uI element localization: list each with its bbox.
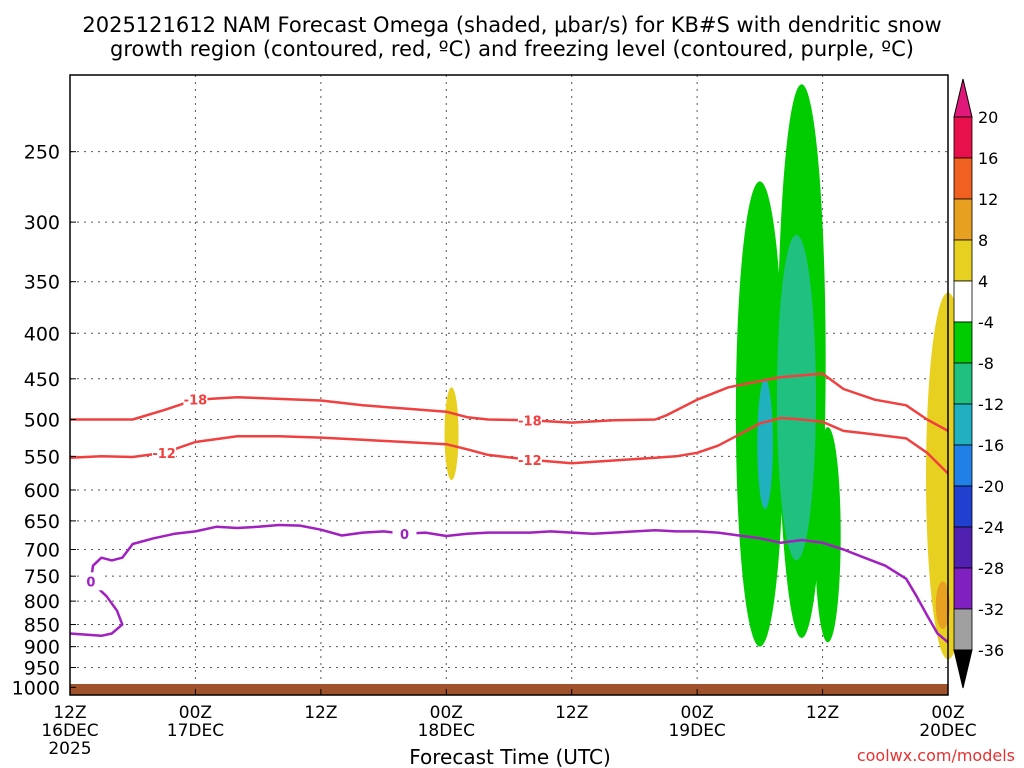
x-tick-label: 00Z <box>179 703 212 723</box>
y-tick-label: 700 <box>24 540 60 562</box>
omega-shade <box>935 581 950 630</box>
colorbar-label: -36 <box>978 641 1004 660</box>
omega-shade <box>444 387 459 481</box>
colorbar: 20 16 12 8 4 -4 -8 -12 -16 -20 -24 -28 -32 -36 <box>953 78 1004 689</box>
y-tick-label: 600 <box>24 480 60 502</box>
y-tick-label: 400 <box>24 323 60 345</box>
colorbar-label: -20 <box>978 477 1004 496</box>
y-tick-label: 650 <box>24 511 60 533</box>
y-tick-label: 500 <box>24 410 60 432</box>
omega-shade <box>757 378 773 509</box>
x-tick-label: 00Z <box>681 703 714 723</box>
y-tick-label: 450 <box>24 369 60 391</box>
colorbar-top-arrow <box>953 78 973 118</box>
contour-line <box>70 372 949 432</box>
x-tick-label: 00Z <box>931 703 964 723</box>
colorbar-label: 20 <box>978 108 998 127</box>
colorbar-label: 4 <box>978 272 988 291</box>
colorbar-segment <box>953 567 973 610</box>
colorbar-segment <box>953 444 973 487</box>
colorbar-label: -8 <box>978 354 994 373</box>
omega-shade <box>776 234 816 561</box>
x-tick-label: 2025 <box>48 739 91 759</box>
contour-line <box>69 416 949 475</box>
colorbar-segment <box>953 526 973 569</box>
y-tick-label: 750 <box>24 566 60 588</box>
x-tick-label: 00Z <box>430 703 463 723</box>
colorbar-segment <box>953 239 973 282</box>
colorbar-segment <box>953 362 973 405</box>
contour-line <box>69 523 949 644</box>
contour-label: -18 <box>184 394 208 409</box>
x-tick-label: 19DEC <box>668 721 725 741</box>
colorbar-segment <box>953 321 973 364</box>
colorbar-label: -28 <box>978 559 1004 578</box>
contour-label: 0 <box>400 528 409 543</box>
colorbar-label: -16 <box>978 436 1004 455</box>
y-axis: 2503003504004505005506006507007508008509… <box>12 142 76 699</box>
y-tick-label: 250 <box>24 142 60 164</box>
colorbar-label: -4 <box>978 313 994 332</box>
contour-label: -12 <box>152 447 176 462</box>
y-tick-label: 800 <box>24 591 60 613</box>
colorbar-segment <box>953 116 973 159</box>
x-tick-label: 12Z <box>53 703 86 723</box>
x-tick-label: 17DEC <box>167 721 224 741</box>
x-axis-label: Forecast Time (UTC) <box>409 745 611 768</box>
colorbar-segment <box>953 157 973 200</box>
x-tick-label: 12Z <box>555 703 588 723</box>
ground-surface <box>70 684 948 695</box>
colorbar-segment <box>953 403 973 446</box>
y-tick-label: 950 <box>24 658 60 680</box>
colorbar-label: -32 <box>978 600 1004 619</box>
colorbar-label: -12 <box>978 395 1004 414</box>
contour-label-bg <box>183 390 208 409</box>
contour-label-bg <box>517 411 542 430</box>
y-tick-label: 300 <box>24 212 60 234</box>
colorbar-label: -24 <box>978 518 1004 537</box>
colorbar-bottom-arrow <box>953 649 973 689</box>
x-tick-label: 18DEC <box>418 721 475 741</box>
chart-title-line1: 2025121612 NAM Forecast Omega (shaded, μ… <box>82 13 941 37</box>
x-tick-label: 16DEC <box>41 721 98 741</box>
temperature-contours: -18 -18 -12 -12 0 0 <box>69 372 949 644</box>
colorbar-segment <box>953 198 973 241</box>
y-tick-label: 900 <box>24 637 60 659</box>
credit-text: coolwx.com/models <box>857 746 1015 765</box>
contour-label: 0 <box>86 575 95 590</box>
plot-frame <box>69 74 949 696</box>
y-tick-label: 850 <box>24 615 60 637</box>
y-tick-label: 1000 <box>12 677 60 699</box>
x-tick-label: 12Z <box>806 703 839 723</box>
x-tick-label: 20DEC <box>919 721 976 741</box>
contour-label: -18 <box>518 414 542 429</box>
contour-label: -12 <box>518 454 542 469</box>
chart-title-line2: growth region (contoured, red, ºC) and f… <box>110 37 914 61</box>
contour-label-bg <box>152 443 177 462</box>
contour-label-bg <box>392 524 417 543</box>
plot-area: -18 -18 -12 -12 0 0 <box>69 74 971 696</box>
y-tick-label: 350 <box>24 272 60 294</box>
colorbar-segment <box>953 485 973 528</box>
colorbar-label: 8 <box>978 231 988 250</box>
colorbar-segment <box>953 280 973 323</box>
colorbar-label: 16 <box>978 149 998 168</box>
contour-label-bg <box>517 450 542 469</box>
colorbar-label: 12 <box>978 190 998 209</box>
y-tick-label: 550 <box>24 446 60 468</box>
contour-label-bg <box>78 572 103 591</box>
x-tick-label: 12Z <box>304 703 337 723</box>
omega-shade <box>814 427 841 643</box>
colorbar-segment <box>953 608 973 651</box>
